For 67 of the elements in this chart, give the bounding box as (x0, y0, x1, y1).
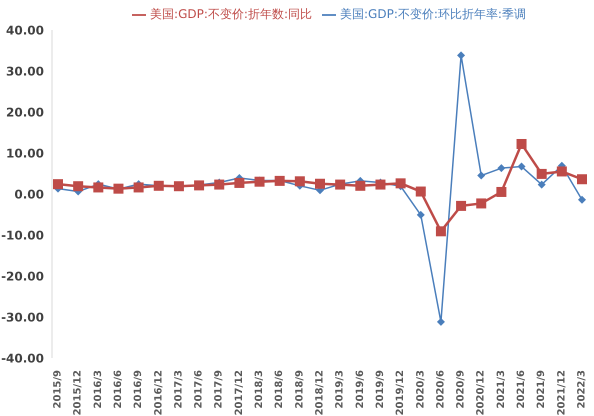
point (416, 186, 426, 197)
x-tick-label: 2015/9 (52, 370, 64, 408)
x-tick-label: 2017/6 (194, 370, 205, 408)
point (496, 186, 506, 197)
point (516, 138, 527, 149)
x-tick-label: 2020/12 (476, 370, 487, 416)
y-tick-label: 30.00 (6, 64, 44, 78)
x-tick-label: 2020/3 (415, 370, 426, 408)
x-tick-label: 2018/3 (254, 370, 266, 408)
x-tick-label: 2015/12 (72, 370, 84, 416)
x-tick-label: 2021/6 (516, 370, 528, 408)
point (457, 51, 466, 60)
point (538, 180, 546, 189)
x-tick-label: 2017/3 (173, 370, 184, 408)
x-tick-label: 2018/12 (314, 370, 326, 416)
point (53, 179, 63, 190)
y-tick-label: 0.00 (14, 187, 44, 202)
point (375, 180, 386, 190)
point (456, 200, 466, 211)
y-tick-label: -30.00 (1, 310, 44, 324)
y-tick-label: 20.00 (6, 105, 44, 120)
point (477, 172, 486, 180)
x-tick-label: 2019/9 (374, 370, 386, 408)
x-tick-label: 2020/9 (456, 370, 467, 408)
point (214, 180, 224, 190)
y-tick-label: 10.00 (6, 146, 44, 160)
point (497, 164, 506, 172)
point (536, 168, 547, 179)
x-tick-label: 2016/6 (112, 370, 124, 408)
x-tick-label: 2019/12 (395, 370, 406, 416)
y-tick-label: -20.00 (1, 269, 44, 284)
point (396, 178, 406, 188)
point (436, 318, 445, 326)
point (234, 178, 244, 188)
legend-label: 美国:GDP:不变价:折年数:同比 (150, 7, 312, 21)
x-tick-label: 2017/12 (234, 370, 245, 416)
x-tick-label: 2017/9 (214, 370, 225, 408)
y-tick-label: -10.00 (1, 228, 44, 242)
x-tick-label: 2019/3 (334, 370, 346, 408)
point (578, 196, 586, 204)
point (476, 198, 486, 208)
x-tick-label: 2016/12 (153, 370, 164, 416)
point (254, 176, 265, 187)
legend-label: 美国:GDP:不变价:环比折年率:季调 (340, 7, 526, 21)
y-tick-label: 40.00 (6, 23, 44, 38)
point (436, 226, 446, 236)
x-tick-label: 2021/3 (496, 370, 507, 408)
x-tick-label: 2016/9 (133, 370, 144, 408)
x-tick-label: 2018/9 (294, 370, 306, 408)
point (315, 178, 325, 189)
point (556, 166, 567, 176)
x-tick-label: 2016/3 (92, 370, 104, 408)
x-tick-label: 2020/6 (435, 370, 446, 408)
point (577, 174, 587, 184)
y-tick-label: -40.00 (1, 351, 44, 366)
point (93, 182, 104, 192)
point (294, 176, 305, 186)
x-tick-label: 2021/12 (556, 370, 568, 416)
point (416, 210, 425, 219)
point (134, 182, 144, 192)
x-tick-label: 2019/6 (354, 370, 366, 408)
point (355, 180, 366, 191)
point (73, 181, 84, 192)
x-tick-label: 2018/6 (274, 370, 286, 408)
point (518, 162, 526, 171)
x-tick-label: 2022/3 (576, 370, 588, 408)
x-tick-label: 2021/9 (536, 370, 548, 408)
